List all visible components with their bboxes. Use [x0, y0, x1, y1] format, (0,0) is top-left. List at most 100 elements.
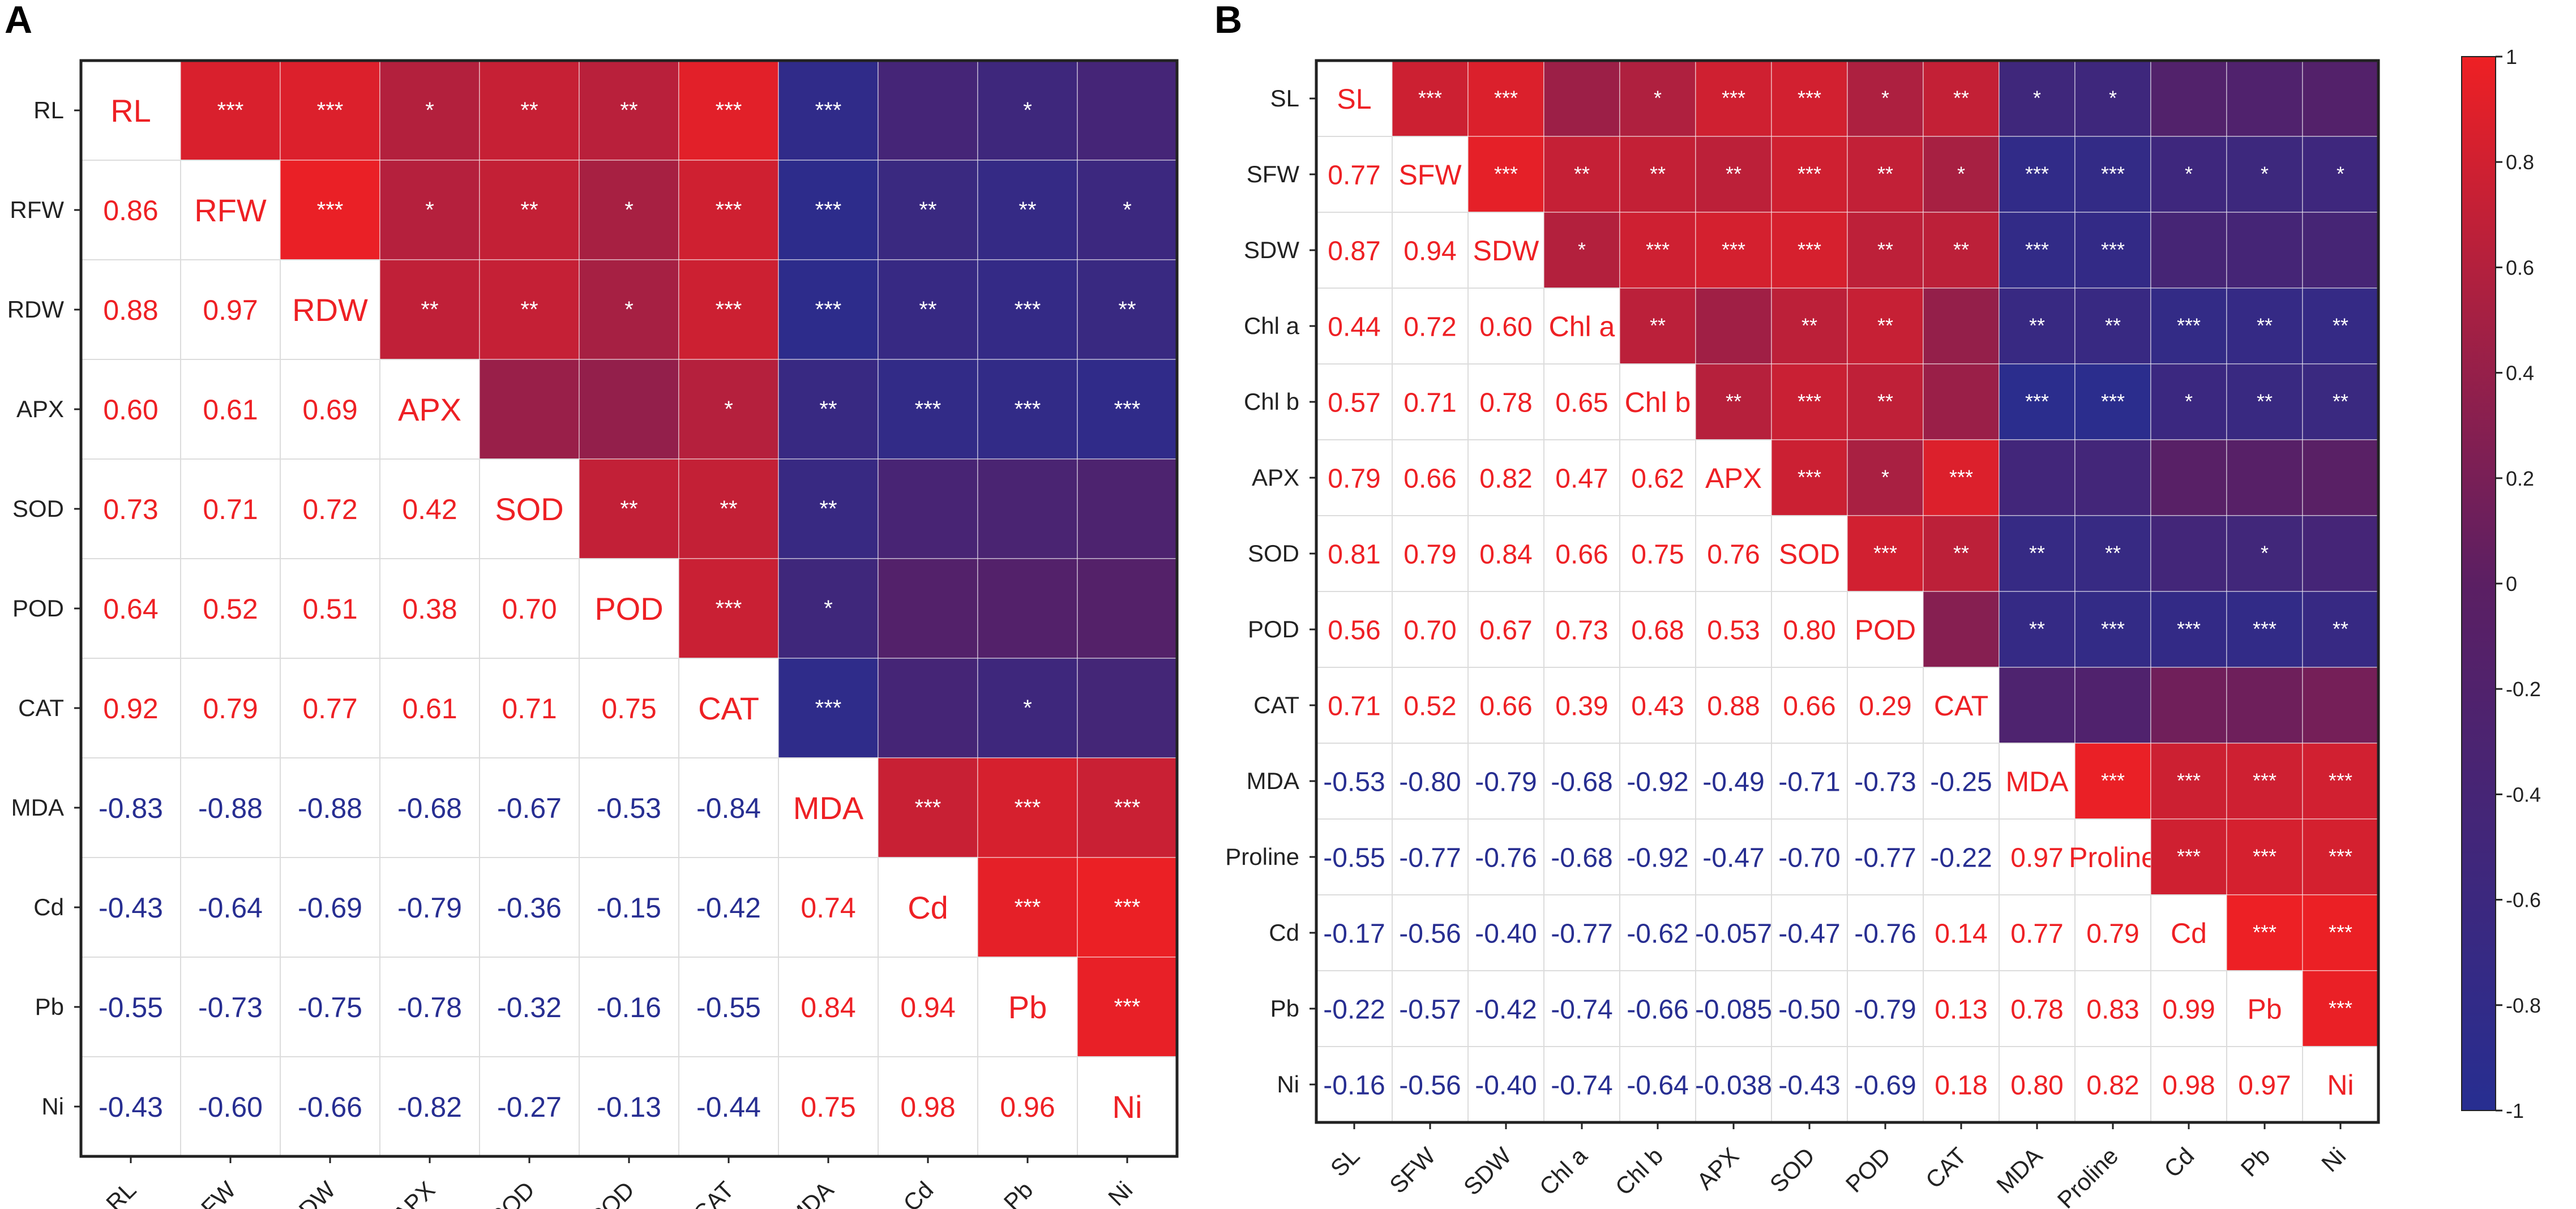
panel-b-correlation-value: -0.43 [1778, 1070, 1840, 1100]
panel-a-significance: *** [317, 98, 344, 123]
panel-b-correlation-value: 0.97 [2238, 1070, 2291, 1100]
panel-a-significance: *** [716, 198, 742, 222]
panel-b-cell [2150, 743, 2227, 820]
panel-b-significance: *** [2177, 314, 2201, 337]
panel-b-correlation-value: -0.92 [1627, 843, 1688, 873]
panel-a-cell [1077, 857, 1178, 958]
panel-b-significance: *** [1722, 87, 1745, 110]
panel-b-value-cell [1619, 515, 1696, 592]
panel-a-diagonal-label: SOD [495, 491, 563, 527]
panel-b-significance: *** [2253, 618, 2277, 641]
panel-a-correlation-value: 0.94 [900, 992, 955, 1023]
panel-b-diagonal-label: Cd [2171, 918, 2207, 949]
panel-b-value-cell [1392, 591, 1469, 668]
panel-b-cell [2226, 363, 2303, 440]
panel-a-col-label: RDW [281, 1176, 340, 1209]
panel-b-correlation-value: -0.79 [1854, 994, 1916, 1024]
panel-b-value-cell [1392, 818, 1469, 895]
panel-a-cell [1077, 957, 1178, 1057]
panel-b-value-cell [1316, 894, 1393, 971]
colorbar-gradient [2461, 56, 2496, 1111]
panel-a-value-cell [878, 957, 978, 1057]
panel-a-value-cell [479, 458, 580, 559]
panel-b-value-cell [1467, 212, 1544, 289]
panel-b-significance: *** [2253, 921, 2277, 944]
panel-b-col-label: Chl a [1534, 1142, 1593, 1201]
panel-a-significance: * [1023, 98, 1032, 123]
panel-b-correlation-value: 0.66 [1555, 539, 1608, 569]
panel-b-cell [2074, 288, 2151, 365]
panel-a-significance: *** [317, 198, 344, 222]
panel-b-col-label: Chl b [1610, 1142, 1668, 1201]
panel-b-correlation-value: 0.14 [1935, 919, 1987, 949]
panel-b-value-cell [1467, 894, 1544, 971]
panel-a-label: A [5, 0, 32, 41]
panel-b-value-cell [1467, 363, 1544, 440]
panel-b-value-cell [1771, 894, 1848, 971]
panel-a-value-cell [180, 957, 281, 1057]
panel-b-cell [1543, 212, 1620, 289]
panel-a-value-cell [579, 857, 679, 958]
panel-b-correlation-value: 0.73 [1555, 615, 1608, 645]
panel-a-cell [1077, 458, 1178, 559]
panel-b-row-label: CAT [1253, 692, 1299, 718]
panel-b-correlation-value: -0.47 [1702, 843, 1764, 873]
panel-b-correlation-value: 0.94 [1403, 236, 1456, 266]
panel-b-cell [1619, 212, 1696, 289]
panel-b-correlation-value: 0.79 [1403, 539, 1456, 569]
panel-a-significance: *** [716, 297, 742, 322]
panel-b-significance: * [1881, 466, 1889, 489]
panel-b-value-cell [1695, 818, 1772, 895]
panel-a-correlation-value: -0.82 [397, 1091, 462, 1123]
panel-a-correlation-value: -0.64 [198, 892, 263, 924]
panel-b-correlation-value: 0.79 [2086, 919, 2139, 949]
panel-a-value-cell [479, 857, 580, 958]
panel-a-value-cell [80, 458, 181, 559]
panel-b-significance: ** [1877, 238, 1893, 261]
panel-b-cell [1923, 439, 2000, 516]
panel-b-cell [1999, 136, 2076, 213]
panel-b-significance: *** [2025, 162, 2049, 186]
panel-a-cell [778, 458, 879, 559]
panel-a-value-cell [379, 957, 480, 1057]
panel-b-value-cell [2226, 970, 2303, 1047]
panel-b-cell [2226, 667, 2303, 744]
panel-b-significance: *** [2101, 618, 2125, 641]
panel-b-correlation-value: 0.87 [1328, 236, 1380, 266]
panel-b-diagonal-label: APX [1705, 462, 1762, 494]
panel-a-cell [977, 60, 1078, 161]
panel-b-diagonal-label: Chl a [1549, 311, 1615, 342]
panel-a-correlation-value: 0.75 [601, 693, 656, 724]
panel-b-cell [2226, 136, 2303, 213]
panel-b-significance: * [2261, 542, 2269, 565]
panel-b-cell [1467, 60, 1544, 137]
panel-b-value-cell [1619, 818, 1696, 895]
panel-a-value-cell [678, 658, 779, 758]
panel-b-value-cell [1771, 591, 1848, 668]
panel-b-significance: *** [1949, 466, 1973, 489]
panel-a-correlation-value: -0.75 [298, 992, 362, 1023]
panel-a-significance: ** [421, 297, 438, 322]
panel-b-row-label: SL [1270, 85, 1299, 112]
panel-b-cell [2302, 818, 2379, 895]
colorbar-tick-label: 0.8 [2506, 151, 2534, 174]
panel-a-value-cell [579, 1056, 679, 1157]
panel-b-significance: *** [1798, 390, 1821, 413]
panel-b-significance: * [2337, 162, 2344, 186]
panel-a-significance: * [624, 297, 634, 322]
panel-b-value-cell [1999, 818, 2076, 895]
panel-b-significance: * [2109, 87, 2117, 110]
panel-b-value-cell [1467, 439, 1544, 516]
panel-a-value-cell [379, 658, 480, 758]
panel-a-row-label: CAT [18, 694, 64, 721]
panel-b-cell [1543, 60, 1620, 137]
panel-b-col-label: MDA [1991, 1142, 2047, 1198]
panel-b-row-label: Proline [1225, 843, 1299, 870]
panel-b-cell [2150, 212, 2227, 289]
panel-b-correlation-value: -0.56 [1399, 1070, 1461, 1100]
panel-a-correlation-value: -0.15 [597, 892, 661, 924]
panel-a-cell [379, 259, 480, 360]
panel-a-cell [678, 60, 779, 161]
panel-b-correlation-value: -0.80 [1399, 767, 1461, 797]
panel-a-col-label: RFW [184, 1176, 241, 1209]
